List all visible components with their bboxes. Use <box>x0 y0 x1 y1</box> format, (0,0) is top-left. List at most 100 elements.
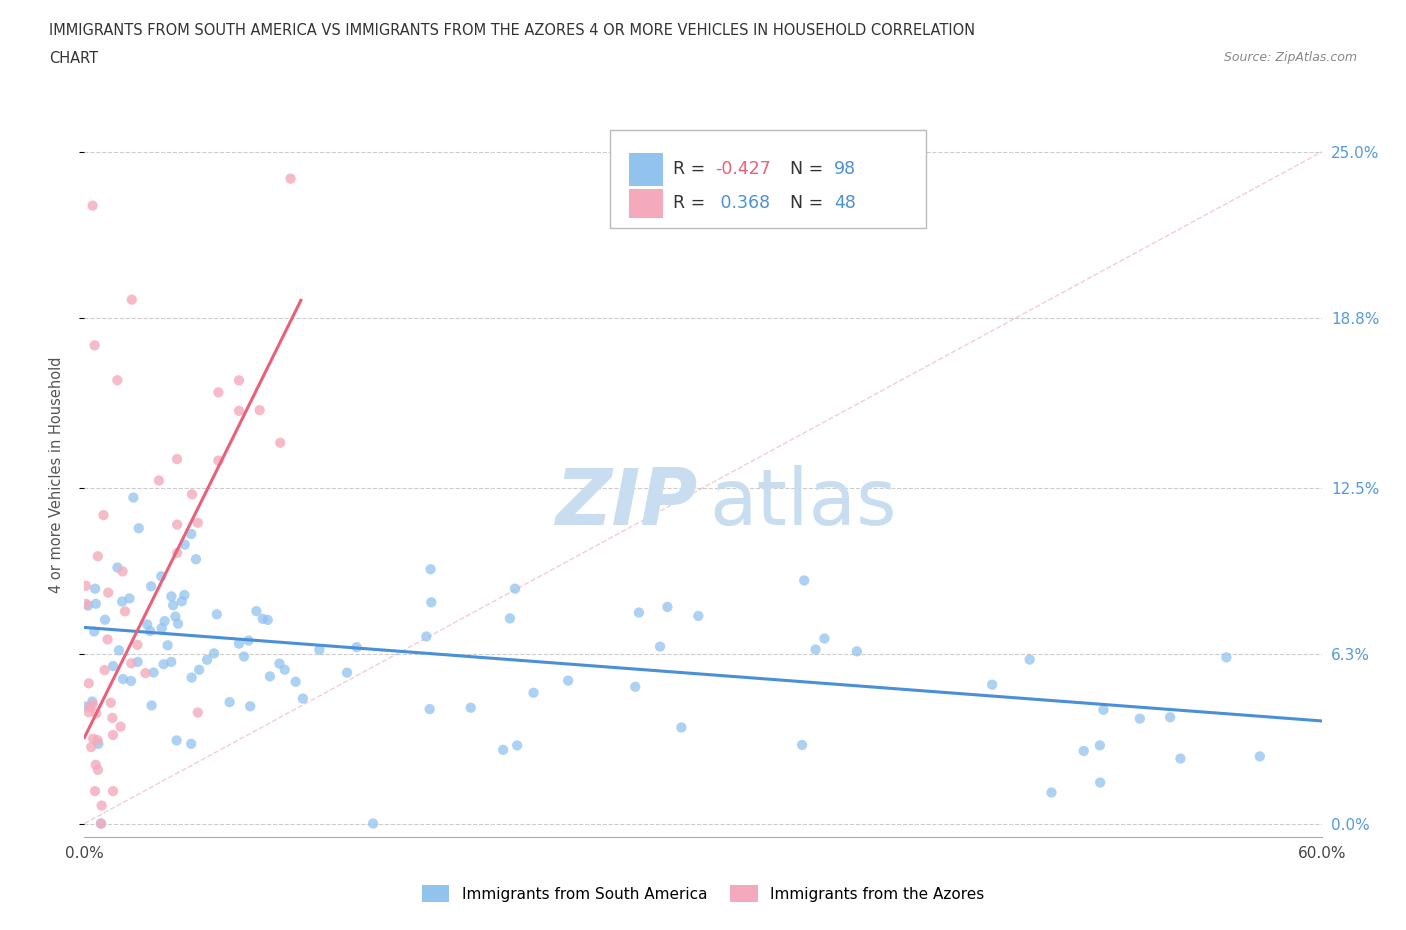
Point <box>77 598 100 613</box>
Point <box>128 521 150 536</box>
Text: IMMIGRANTS FROM SOUTH AMERICA VS IMMIGRANTS FROM THE AZORES 4 OR MORE VEHICLES I: IMMIGRANTS FROM SOUTH AMERICA VS IMMIGRA… <box>49 23 976 38</box>
Text: R =: R = <box>673 160 711 178</box>
Point <box>167 617 190 631</box>
Point <box>150 620 173 635</box>
Text: -0.427: -0.427 <box>716 160 770 178</box>
Point <box>136 617 159 631</box>
Point <box>90 817 112 831</box>
Text: Source: ZipAtlas.com: Source: ZipAtlas.com <box>1223 51 1357 64</box>
Point <box>187 515 209 530</box>
Point <box>82 198 104 213</box>
Point <box>75 578 97 593</box>
Point <box>419 562 441 577</box>
Y-axis label: 4 or more Vehicles in Household: 4 or more Vehicles in Household <box>49 356 63 592</box>
Point <box>188 662 211 677</box>
Point <box>187 705 209 720</box>
Point <box>981 677 1004 692</box>
Point <box>77 676 100 691</box>
Point <box>506 738 529 753</box>
Point <box>120 673 142 688</box>
Point <box>419 701 441 716</box>
Point <box>80 739 103 754</box>
Point <box>173 588 195 603</box>
Point <box>361 817 384 831</box>
FancyBboxPatch shape <box>628 153 664 186</box>
Point <box>108 643 131 658</box>
Point <box>792 737 814 752</box>
Point <box>97 632 120 647</box>
Point <box>166 546 188 561</box>
Point <box>1170 751 1192 766</box>
Point <box>166 733 188 748</box>
Point <box>160 589 183 604</box>
Point <box>1249 749 1271 764</box>
Point <box>195 652 218 667</box>
Point <box>181 487 204 502</box>
Point <box>1215 650 1237 665</box>
Point <box>93 662 115 677</box>
Point <box>142 665 165 680</box>
Point <box>134 666 156 681</box>
Point <box>269 657 291 671</box>
Point <box>228 636 250 651</box>
Point <box>291 691 314 706</box>
Point <box>110 719 132 734</box>
Point <box>112 671 135 686</box>
Point <box>111 594 134 609</box>
Point <box>86 733 108 748</box>
Point <box>522 685 544 700</box>
Point <box>207 385 229 400</box>
Point <box>640 507 662 522</box>
FancyBboxPatch shape <box>628 189 664 219</box>
Point <box>141 698 163 713</box>
Point <box>79 699 101 714</box>
Point <box>249 403 271 418</box>
Point <box>87 737 110 751</box>
Point <box>184 551 207 566</box>
Point <box>82 697 104 711</box>
Point <box>1159 710 1181 724</box>
Point <box>503 581 526 596</box>
Point <box>492 742 515 757</box>
Point <box>101 658 124 673</box>
Point <box>87 549 110 564</box>
Point <box>148 473 170 488</box>
Text: atlas: atlas <box>709 465 897 541</box>
Point <box>156 638 179 653</box>
Point <box>173 538 195 552</box>
Point <box>86 706 108 721</box>
Point <box>218 695 240 710</box>
Point <box>460 700 482 715</box>
Point <box>83 624 105 639</box>
Point <box>499 611 522 626</box>
Point <box>84 596 107 611</box>
Point <box>97 585 120 600</box>
Point <box>100 696 122 711</box>
Point <box>82 731 104 746</box>
FancyBboxPatch shape <box>610 130 925 228</box>
Point <box>228 373 250 388</box>
Point <box>688 608 710 623</box>
Legend: Immigrants from South America, Immigrants from the Azores: Immigrants from South America, Immigrant… <box>416 879 990 909</box>
Point <box>75 596 97 611</box>
Point <box>127 655 149 670</box>
Point <box>238 633 260 648</box>
Point <box>259 669 281 684</box>
Text: N =: N = <box>790 160 828 178</box>
Point <box>336 665 359 680</box>
Point <box>90 817 112 831</box>
Point <box>84 784 107 799</box>
Point <box>153 614 176 629</box>
Point <box>793 573 815 588</box>
Point <box>118 591 141 605</box>
Point <box>233 649 256 664</box>
Point <box>77 705 100 720</box>
Point <box>627 605 650 620</box>
Point <box>346 640 368 655</box>
Point <box>180 671 202 685</box>
Point <box>228 404 250 418</box>
Point <box>1073 743 1095 758</box>
Point <box>205 607 228 622</box>
Point <box>101 711 124 725</box>
Point <box>648 639 671 654</box>
